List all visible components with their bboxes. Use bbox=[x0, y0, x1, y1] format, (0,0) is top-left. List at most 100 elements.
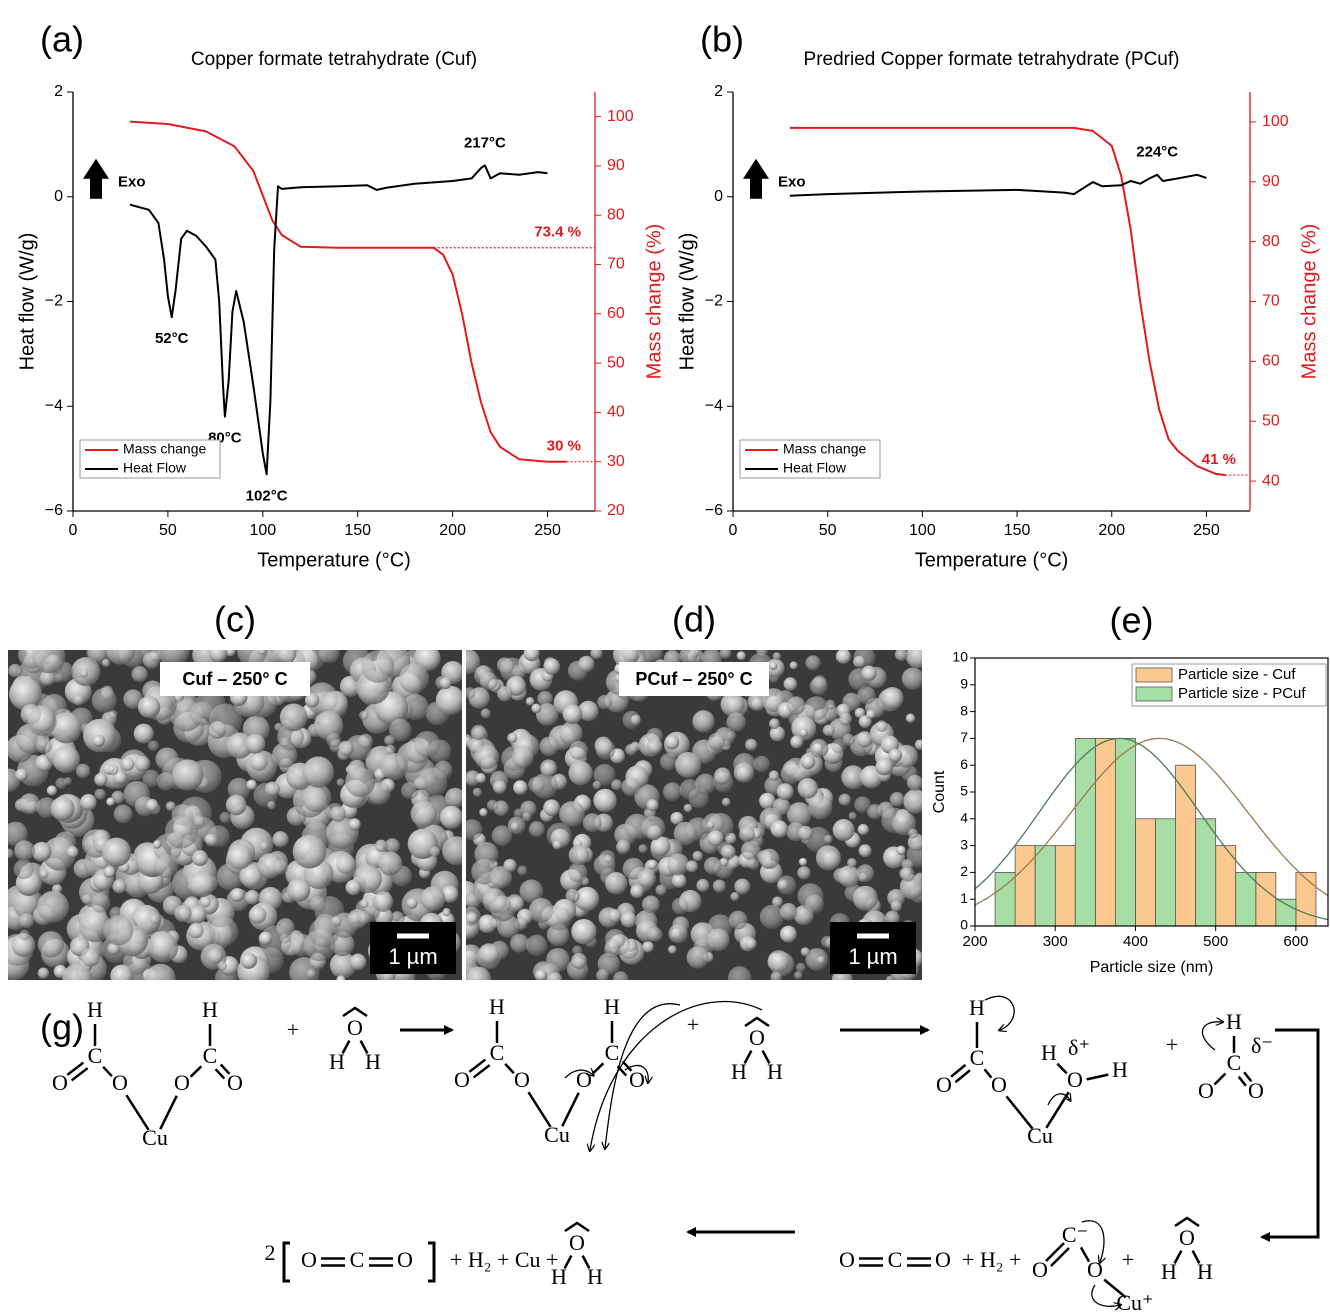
plot-frame bbox=[974, 657, 1329, 927]
particle bbox=[78, 910, 111, 943]
particle bbox=[804, 894, 824, 914]
particle bbox=[326, 732, 341, 748]
particle bbox=[345, 879, 362, 896]
panel-label: (g) bbox=[40, 1007, 84, 1048]
particle bbox=[668, 923, 688, 944]
particle bbox=[107, 942, 121, 955]
particle bbox=[91, 893, 111, 913]
particle bbox=[809, 738, 829, 758]
atom: O bbox=[397, 1247, 413, 1272]
molecule: OH H bbox=[1161, 1216, 1213, 1284]
panel-label: (e) bbox=[1110, 600, 1154, 641]
particle bbox=[759, 848, 780, 870]
histogram-bar bbox=[1295, 872, 1317, 927]
atom: H bbox=[1197, 1259, 1213, 1284]
legend-box bbox=[739, 439, 881, 479]
particle bbox=[208, 916, 239, 947]
particle bbox=[900, 867, 915, 882]
atom: H bbox=[1112, 1057, 1128, 1082]
y-tick-label: −4 bbox=[705, 397, 723, 414]
particle bbox=[621, 650, 641, 663]
atom: O bbox=[935, 1247, 951, 1272]
x-axis-label: Temperature (°C) bbox=[915, 549, 1069, 571]
particle bbox=[664, 734, 680, 750]
particle bbox=[507, 732, 518, 743]
particle bbox=[841, 765, 866, 790]
lone-pair bbox=[1174, 1216, 1200, 1228]
particle bbox=[108, 709, 118, 720]
molecule: C⁻ O O Cu⁺ bbox=[1032, 1222, 1154, 1315]
particle bbox=[637, 868, 657, 888]
particle bbox=[786, 802, 812, 827]
bond bbox=[621, 1060, 633, 1072]
particle bbox=[19, 793, 41, 815]
atom: Cu bbox=[142, 1125, 168, 1150]
bond bbox=[214, 1068, 226, 1080]
particle bbox=[559, 721, 583, 745]
particle bbox=[646, 799, 659, 812]
particle bbox=[280, 737, 291, 748]
particle bbox=[521, 812, 532, 822]
particle bbox=[562, 704, 583, 725]
particle bbox=[272, 831, 289, 848]
particle bbox=[267, 800, 276, 810]
particle bbox=[875, 720, 888, 732]
atom: H bbox=[731, 1059, 747, 1084]
particle bbox=[226, 843, 253, 870]
particle bbox=[359, 710, 369, 720]
histogram-bar bbox=[1034, 845, 1056, 927]
y-tick-label: 3 bbox=[960, 836, 968, 852]
particle bbox=[513, 780, 528, 795]
atom: Cu⁺ bbox=[1116, 1290, 1153, 1315]
particle bbox=[812, 675, 827, 690]
particle bbox=[188, 905, 207, 924]
scheme-text: + bbox=[1122, 1247, 1134, 1272]
particle bbox=[808, 795, 833, 820]
particle bbox=[726, 859, 738, 871]
particle bbox=[728, 966, 752, 980]
particle bbox=[683, 803, 693, 813]
y-tick-label: 1 bbox=[960, 890, 968, 906]
bond bbox=[591, 1062, 605, 1075]
particle bbox=[399, 663, 430, 694]
particle bbox=[906, 774, 922, 791]
particle bbox=[706, 820, 715, 830]
x-tick-label: 0 bbox=[69, 522, 78, 539]
particle bbox=[537, 690, 553, 707]
atom: O bbox=[1179, 1225, 1195, 1250]
particle bbox=[592, 780, 602, 790]
particle bbox=[800, 947, 810, 957]
exo-label: Exo bbox=[778, 174, 806, 191]
particle bbox=[91, 687, 117, 713]
particle bbox=[517, 865, 528, 876]
legend-label: Mass change bbox=[783, 441, 866, 457]
particle bbox=[791, 715, 817, 741]
particle bbox=[905, 650, 922, 669]
atom: O bbox=[569, 1230, 585, 1255]
particle bbox=[413, 730, 441, 758]
particle bbox=[799, 728, 809, 738]
particle bbox=[302, 756, 335, 788]
particle bbox=[359, 899, 369, 909]
particle bbox=[867, 804, 883, 820]
particle bbox=[798, 825, 813, 841]
atom: H bbox=[551, 1264, 567, 1289]
particle bbox=[866, 709, 876, 719]
atom: C bbox=[203, 1043, 218, 1068]
particle bbox=[42, 837, 76, 871]
x-tick-label: 600 bbox=[1283, 933, 1308, 950]
histogram-bar bbox=[1114, 738, 1136, 927]
particle bbox=[769, 661, 778, 671]
particle bbox=[593, 763, 616, 786]
x-tick-label: 400 bbox=[1123, 933, 1148, 950]
particle bbox=[552, 840, 562, 850]
particle bbox=[189, 871, 215, 897]
particle bbox=[75, 763, 91, 779]
histogram-bar bbox=[1014, 845, 1036, 927]
y2-tick-label: 100 bbox=[1262, 113, 1289, 130]
particle bbox=[19, 913, 35, 929]
particle bbox=[857, 823, 869, 836]
legend-label: Heat Flow bbox=[783, 460, 847, 476]
